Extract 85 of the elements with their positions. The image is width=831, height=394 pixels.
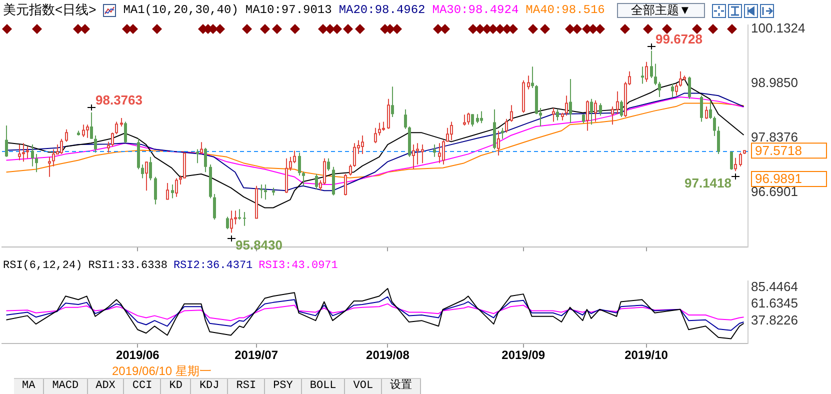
y-tick-label: 98.9850	[751, 75, 798, 90]
y-tick-label: 97.8376	[751, 130, 798, 145]
annotation: 98.3763	[96, 92, 142, 108]
text: MA10:97.9013	[245, 3, 332, 17]
text: RSI	[228, 379, 266, 394]
candlestick	[124, 121, 127, 144]
candlestick	[154, 176, 157, 205]
candlestick	[141, 164, 144, 179]
candlestick	[654, 63, 657, 86]
candlestick	[302, 171, 305, 186]
candlestick	[590, 98, 593, 126]
candlestick	[327, 158, 330, 172]
annotation: 97.1418	[684, 176, 732, 191]
chart-title: RSI(6,12,24)	[3, 260, 82, 272]
candlestick	[90, 112, 93, 140]
y-tick-label: 37.8226	[751, 312, 798, 328]
annotation: 99.6728	[656, 32, 702, 47]
candlestick	[531, 66, 534, 89]
candlestick	[582, 114, 585, 124]
text: PSY	[265, 379, 302, 394]
x-tick-label: 2019/07	[234, 348, 278, 362]
chart-title: 美元指数<日线>	[3, 1, 96, 19]
candlestick	[480, 110, 483, 124]
candlestick	[391, 86, 394, 118]
legend-title: MA1(10,20,30,40)	[123, 3, 238, 17]
text: RSI3:43.0971	[258, 260, 338, 272]
candlestick	[404, 108, 407, 130]
text: RSI1:33.6338	[88, 260, 168, 272]
candlestick	[650, 50, 653, 79]
candlestick	[709, 100, 712, 120]
text: VOL	[345, 379, 382, 394]
candlestick	[298, 152, 301, 176]
candlestick	[713, 116, 716, 136]
candlestick	[5, 125, 8, 158]
text: MA20:98.4962	[338, 3, 426, 17]
candlestick	[688, 76, 691, 100]
candlestick	[196, 148, 199, 164]
text: RSI2:36.4371	[173, 260, 253, 272]
candlestick	[599, 102, 602, 116]
candlestick	[149, 156, 152, 181]
annotation: 95.8430	[236, 238, 282, 253]
candlestick	[620, 100, 623, 118]
text: MA40:98.516	[526, 3, 605, 17]
candlestick	[433, 144, 436, 158]
candlestick	[94, 135, 97, 154]
text: MA30:98.4924	[432, 3, 519, 17]
candlestick	[35, 154, 38, 173]
candlestick	[556, 108, 559, 121]
candlestick	[641, 66, 644, 84]
candlestick	[171, 184, 174, 199]
candlestick	[315, 174, 318, 190]
candlestick	[204, 147, 207, 173]
text: MA	[14, 379, 44, 394]
candlestick	[243, 212, 246, 226]
x-tick-label: 2019/06	[116, 348, 160, 362]
text: BOLL	[302, 379, 346, 394]
text: 2019/06/10 星期一	[112, 363, 212, 380]
candlestick	[226, 216, 229, 230]
text: 设置	[382, 379, 422, 394]
text: MACD	[44, 379, 88, 394]
text: CCI	[124, 379, 162, 394]
candlestick	[213, 193, 216, 220]
y-tick-label: 61.6345	[751, 296, 798, 311]
text: KD	[161, 379, 192, 394]
text: 96.9891	[751, 171, 827, 187]
text: KDJ	[191, 379, 228, 394]
text: ADX	[88, 379, 124, 394]
text: 全部主题▼	[617, 3, 705, 18]
candlestick	[700, 95, 703, 122]
x-tick-label: 2019/10	[624, 348, 668, 362]
candlestick	[260, 184, 263, 199]
y-tick-label: 96.6901	[751, 184, 798, 200]
candlestick	[569, 78, 572, 124]
candlestick	[31, 144, 34, 167]
candlestick	[471, 114, 474, 127]
ref-line-label: 97.5718	[755, 143, 802, 158]
x-tick-label: 2019/09	[502, 348, 546, 362]
y-tick-label: 100.1324	[751, 20, 806, 36]
candlestick	[658, 81, 661, 98]
candlestick	[671, 83, 674, 98]
candlestick	[264, 184, 267, 200]
x-tick-label: 2019/08	[366, 348, 410, 362]
candlestick	[717, 126, 720, 155]
y-tick-label: 85.4464	[751, 279, 798, 294]
candlestick	[476, 114, 479, 124]
